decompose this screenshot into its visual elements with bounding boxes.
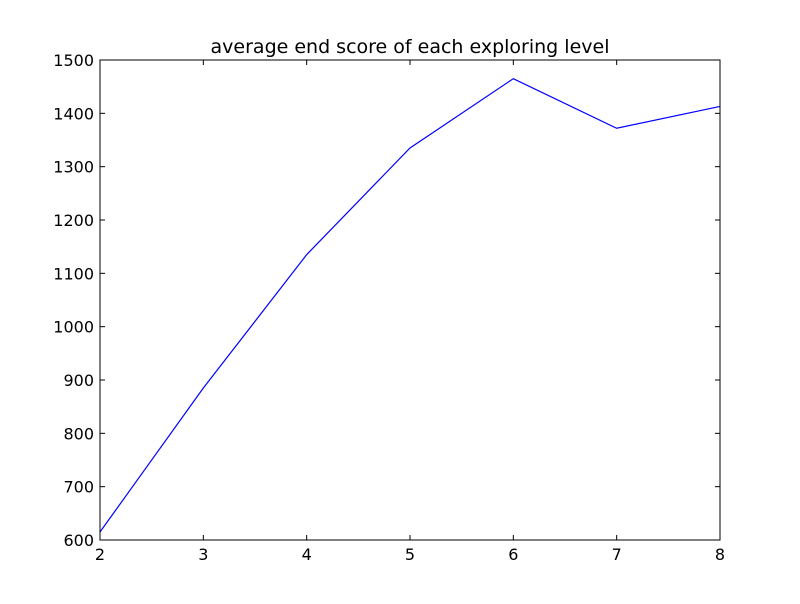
plot-area-frame	[99, 59, 721, 541]
series-line-0	[99, 77, 721, 533]
y-tick-label: 700	[63, 478, 94, 497]
x-tick-label: 5	[405, 545, 415, 564]
y-tick-label: 600	[63, 531, 94, 550]
y-tick-label: 1500	[53, 51, 94, 70]
x-tick-label: 4	[302, 545, 312, 564]
y-tick-label: 1000	[53, 318, 94, 337]
x-tick-label: 7	[612, 545, 622, 564]
series-layer	[99, 77, 721, 533]
y-tick-label: 1100	[53, 264, 94, 283]
chart-title: average end score of each exploring leve…	[211, 36, 610, 58]
y-tick-label: 800	[63, 424, 94, 443]
x-tick-label: 6	[508, 545, 518, 564]
ticks-layer	[99, 59, 721, 541]
y-tick-label: 1400	[53, 104, 94, 123]
y-tick-label: 1200	[53, 211, 94, 230]
x-tick-label: 8	[715, 545, 725, 564]
tick-labels-layer: 2 3 4 5 6 7 8 600 700 800 900 1000 1100 1200 1300 1400 1…	[53, 51, 725, 564]
x-tick-label: 3	[198, 545, 208, 564]
y-tick-label: 900	[63, 371, 94, 390]
x-tick-label: 2	[95, 545, 105, 564]
y-tick-label: 1300	[53, 158, 94, 177]
